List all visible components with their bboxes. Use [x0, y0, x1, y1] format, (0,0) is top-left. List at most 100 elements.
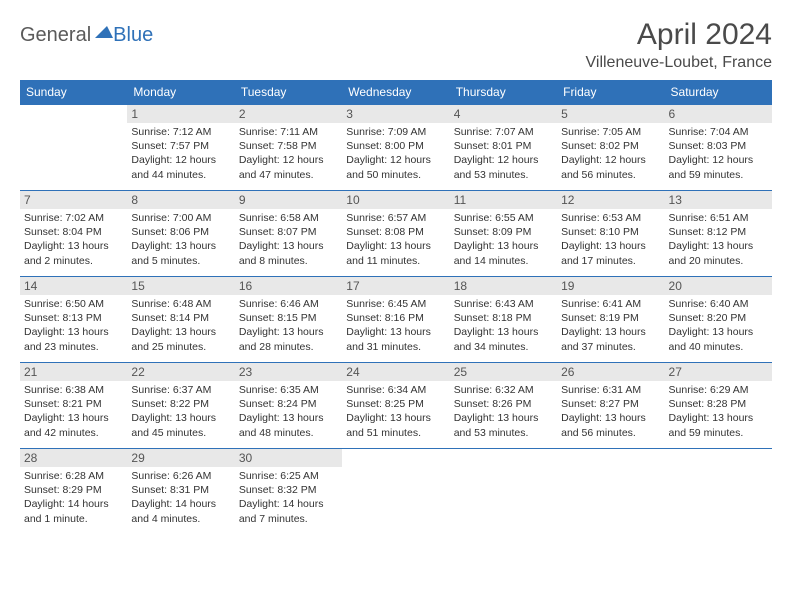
day-number: 17 [342, 277, 449, 295]
calendar-cell: 25Sunrise: 6:32 AMSunset: 8:26 PMDayligh… [450, 363, 557, 449]
day1-line: Daylight: 12 hours [454, 153, 553, 167]
sunrise-line: Sunrise: 6:41 AM [561, 297, 660, 311]
day1-line: Daylight: 13 hours [454, 411, 553, 425]
month-title: April 2024 [586, 18, 773, 52]
header: General Blue April 2024 Villeneuve-Loube… [20, 18, 772, 72]
day1-line: Daylight: 13 hours [24, 411, 123, 425]
weekday-header: Wednesday [342, 80, 449, 105]
calendar-week-row: 1Sunrise: 7:12 AMSunset: 7:57 PMDaylight… [20, 105, 772, 191]
sunset-line: Sunset: 8:25 PM [346, 397, 445, 411]
day1-line: Daylight: 14 hours [131, 497, 230, 511]
day2-line: and 8 minutes. [239, 254, 338, 268]
sunrise-line: Sunrise: 6:38 AM [24, 383, 123, 397]
day-number: 7 [20, 191, 127, 209]
sunset-line: Sunset: 8:07 PM [239, 225, 338, 239]
brand-part2: Blue [113, 24, 153, 47]
sunset-line: Sunset: 8:29 PM [24, 483, 123, 497]
sunset-line: Sunset: 8:08 PM [346, 225, 445, 239]
day1-line: Daylight: 13 hours [561, 411, 660, 425]
day1-line: Daylight: 13 hours [454, 239, 553, 253]
sunrise-line: Sunrise: 6:37 AM [131, 383, 230, 397]
day1-line: Daylight: 13 hours [239, 325, 338, 339]
weekday-header: Sunday [20, 80, 127, 105]
day-number: 29 [127, 449, 234, 467]
day2-line: and 34 minutes. [454, 340, 553, 354]
sunset-line: Sunset: 8:20 PM [669, 311, 768, 325]
day2-line: and 59 minutes. [669, 168, 768, 182]
location: Villeneuve-Loubet, France [586, 54, 773, 72]
day-number: 3 [342, 105, 449, 123]
day2-line: and 7 minutes. [239, 512, 338, 526]
sunrise-line: Sunrise: 6:51 AM [669, 211, 768, 225]
weekday-header: Tuesday [235, 80, 342, 105]
sunset-line: Sunset: 8:01 PM [454, 139, 553, 153]
day1-line: Daylight: 13 hours [561, 325, 660, 339]
day2-line: and 50 minutes. [346, 168, 445, 182]
day1-line: Daylight: 13 hours [346, 325, 445, 339]
calendar-cell: 14Sunrise: 6:50 AMSunset: 8:13 PMDayligh… [20, 277, 127, 363]
day2-line: and 4 minutes. [131, 512, 230, 526]
day1-line: Daylight: 13 hours [669, 239, 768, 253]
sunset-line: Sunset: 8:04 PM [24, 225, 123, 239]
day-number: 19 [557, 277, 664, 295]
calendar-cell: 24Sunrise: 6:34 AMSunset: 8:25 PMDayligh… [342, 363, 449, 449]
calendar-cell: 28Sunrise: 6:28 AMSunset: 8:29 PMDayligh… [20, 449, 127, 535]
weekday-header: Thursday [450, 80, 557, 105]
day2-line: and 42 minutes. [24, 426, 123, 440]
sunrise-line: Sunrise: 7:11 AM [239, 125, 338, 139]
day-number: 13 [665, 191, 772, 209]
weekday-header-row: Sunday Monday Tuesday Wednesday Thursday… [20, 80, 772, 105]
sunrise-line: Sunrise: 6:57 AM [346, 211, 445, 225]
sunrise-line: Sunrise: 6:48 AM [131, 297, 230, 311]
sunrise-line: Sunrise: 6:46 AM [239, 297, 338, 311]
day-number: 1 [127, 105, 234, 123]
sunset-line: Sunset: 8:27 PM [561, 397, 660, 411]
day-number: 10 [342, 191, 449, 209]
sunrise-line: Sunrise: 7:00 AM [131, 211, 230, 225]
day2-line: and 11 minutes. [346, 254, 445, 268]
calendar-cell: 1Sunrise: 7:12 AMSunset: 7:57 PMDaylight… [127, 105, 234, 191]
calendar-cell: 11 Sunrise: 6:55 AMSunset: 8:09 PMDayligh… [450, 191, 557, 277]
day2-line: and 51 minutes. [346, 426, 445, 440]
sunset-line: Sunset: 8:19 PM [561, 311, 660, 325]
sunrise-line: Sunrise: 6:35 AM [239, 383, 338, 397]
sunrise-line: Sunrise: 7:04 AM [669, 125, 768, 139]
calendar-table: Sunday Monday Tuesday Wednesday Thursday… [20, 80, 772, 535]
day-number: 25 [450, 363, 557, 381]
sunset-line: Sunset: 8:24 PM [239, 397, 338, 411]
day1-line: Daylight: 13 hours [131, 325, 230, 339]
calendar-cell: 27Sunrise: 6:29 AMSunset: 8:28 PMDayligh… [665, 363, 772, 449]
sunset-line: Sunset: 7:58 PM [239, 139, 338, 153]
day2-line: and 59 minutes. [669, 426, 768, 440]
day-number: 23 [235, 363, 342, 381]
day-number: 11 [450, 191, 557, 209]
sunrise-line: Sunrise: 7:09 AM [346, 125, 445, 139]
weekday-header: Friday [557, 80, 664, 105]
sunset-line: Sunset: 8:22 PM [131, 397, 230, 411]
sunset-line: Sunset: 8:14 PM [131, 311, 230, 325]
sunrise-line: Sunrise: 7:05 AM [561, 125, 660, 139]
sunset-line: Sunset: 8:12 PM [669, 225, 768, 239]
day1-line: Daylight: 12 hours [561, 153, 660, 167]
calendar-cell: 17Sunrise: 6:45 AMSunset: 8:16 PMDayligh… [342, 277, 449, 363]
day2-line: and 1 minute. [24, 512, 123, 526]
day1-line: Daylight: 12 hours [346, 153, 445, 167]
sunset-line: Sunset: 8:09 PM [454, 225, 553, 239]
sunset-line: Sunset: 7:57 PM [131, 139, 230, 153]
sunrise-line: Sunrise: 6:55 AM [454, 211, 553, 225]
calendar-cell: 15Sunrise: 6:48 AMSunset: 8:14 PMDayligh… [127, 277, 234, 363]
day1-line: Daylight: 13 hours [24, 239, 123, 253]
day2-line: and 2 minutes. [24, 254, 123, 268]
sunrise-line: Sunrise: 6:29 AM [669, 383, 768, 397]
day-number: 12 [557, 191, 664, 209]
sunrise-line: Sunrise: 7:02 AM [24, 211, 123, 225]
triangle-icon [95, 26, 113, 45]
sunset-line: Sunset: 8:15 PM [239, 311, 338, 325]
calendar-cell: 22Sunrise: 6:37 AMSunset: 8:22 PMDayligh… [127, 363, 234, 449]
sunset-line: Sunset: 8:21 PM [24, 397, 123, 411]
day1-line: Daylight: 13 hours [239, 411, 338, 425]
sunrise-line: Sunrise: 6:58 AM [239, 211, 338, 225]
day1-line: Daylight: 14 hours [24, 497, 123, 511]
sunset-line: Sunset: 8:06 PM [131, 225, 230, 239]
calendar-cell: 29Sunrise: 6:26 AMSunset: 8:31 PMDayligh… [127, 449, 234, 535]
